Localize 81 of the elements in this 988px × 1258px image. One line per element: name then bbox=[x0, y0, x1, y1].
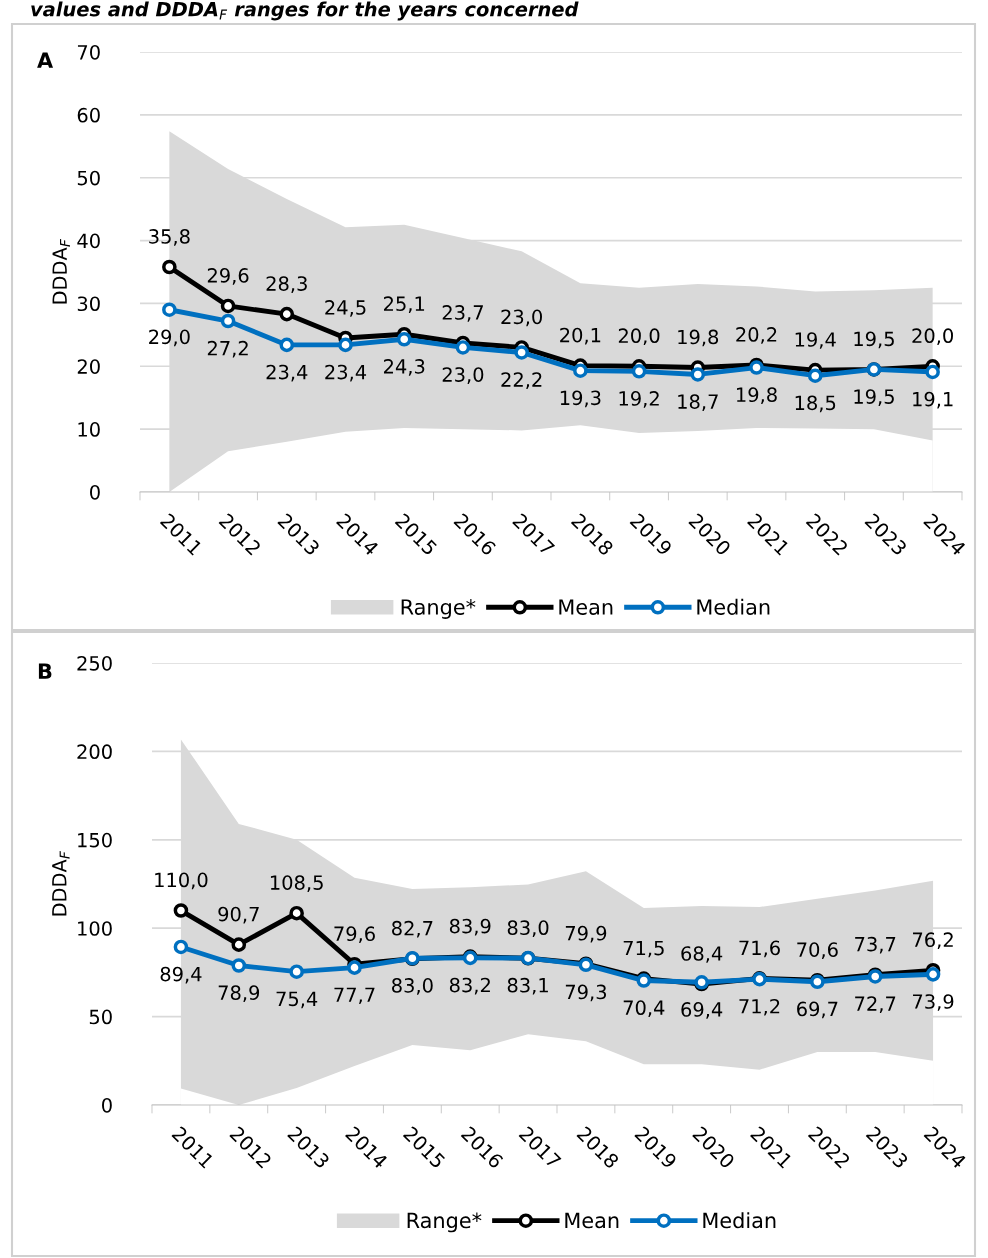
data-label: 70,6 bbox=[797, 942, 838, 959]
data-label: 19,2 bbox=[619, 391, 659, 408]
data-label: 79,3 bbox=[565, 984, 607, 1002]
y-tick-label: 10 bbox=[78, 422, 100, 437]
data-label: 18,7 bbox=[678, 394, 718, 411]
data-label: 77,7 bbox=[334, 987, 375, 1005]
y-tick-label: 20 bbox=[77, 359, 100, 374]
data-label: 29,6 bbox=[207, 268, 249, 285]
data-label: 19,5 bbox=[854, 331, 894, 349]
data-label: 23,0 bbox=[501, 309, 542, 327]
data-label: 19,8 bbox=[736, 387, 777, 405]
data-label: 20,0 bbox=[912, 328, 953, 346]
data-label: 20,2 bbox=[736, 327, 777, 344]
data-label: 71,5 bbox=[623, 940, 664, 958]
data-label: 19,5 bbox=[854, 389, 894, 406]
data-label: 90,7 bbox=[218, 906, 259, 924]
y-tick-label: 100 bbox=[78, 921, 112, 936]
y-tick-label: 200 bbox=[77, 744, 112, 760]
data-label: 19,4 bbox=[795, 332, 836, 349]
data-label: 68,4 bbox=[681, 946, 723, 963]
legend-label: Median bbox=[703, 1212, 776, 1229]
data-label: 19,1 bbox=[913, 391, 953, 409]
y-tick-label: 50 bbox=[77, 170, 100, 186]
data-label: 22,2 bbox=[501, 372, 542, 389]
chart-title: values and DDDA$_{F}$ ranges for the years concerned bbox=[31, 1, 579, 21]
data-label: 23,7 bbox=[442, 305, 483, 322]
text: B bbox=[38, 663, 52, 679]
data-label: 83,9 bbox=[449, 918, 491, 936]
data-label: 78,9 bbox=[218, 985, 260, 1002]
data-label: 83,1 bbox=[507, 977, 548, 995]
data-label: 35,8 bbox=[149, 229, 190, 246]
data-label: 79,9 bbox=[565, 925, 607, 943]
data-label: 72,7 bbox=[855, 996, 896, 1013]
data-label: 75,4 bbox=[276, 991, 318, 1009]
data-label: 24,3 bbox=[383, 359, 425, 376]
data-label: 29,0 bbox=[149, 329, 190, 347]
data-label: 73,9 bbox=[913, 994, 954, 1011]
y-axis-title: DDDA$_{F}$ bbox=[52, 239, 70, 304]
y-tick-label: 70 bbox=[77, 44, 100, 60]
data-label: 23,4 bbox=[266, 364, 308, 382]
y-tick-label: 250 bbox=[77, 655, 112, 671]
data-label: 108,5 bbox=[270, 875, 323, 892]
data-label: 28,3 bbox=[266, 276, 307, 293]
text: A bbox=[37, 52, 54, 68]
data-label: 76,2 bbox=[913, 932, 953, 950]
legend-label: Mean bbox=[559, 599, 613, 615]
data-label: 83,0 bbox=[507, 920, 549, 938]
legend-label: Range* bbox=[407, 1212, 482, 1233]
data-label: 73,7 bbox=[855, 936, 896, 954]
legend-label: Range* bbox=[401, 599, 476, 619]
data-label: 70,4 bbox=[623, 1000, 665, 1018]
y-tick-label: 0 bbox=[90, 484, 100, 500]
data-label: 24,5 bbox=[325, 300, 366, 317]
data-label: 27,2 bbox=[207, 340, 248, 358]
legend-label: Median bbox=[697, 598, 770, 615]
data-label: 83,2 bbox=[449, 977, 490, 995]
y-tick-label: 60 bbox=[77, 107, 100, 123]
data-label: 71,6 bbox=[739, 940, 780, 958]
y-tick-label: 40 bbox=[77, 233, 100, 249]
y-tick-label: 50 bbox=[89, 1009, 112, 1025]
data-label: 82,7 bbox=[392, 920, 433, 938]
data-label: 69,4 bbox=[681, 1002, 723, 1019]
y-tick-label: 30 bbox=[77, 296, 100, 312]
y-axis-title: DDDA$_{F}$ bbox=[52, 851, 70, 916]
data-label: 20,1 bbox=[560, 327, 601, 345]
data-label: 89,4 bbox=[160, 966, 202, 984]
data-label: 71,2 bbox=[739, 998, 780, 1016]
data-label: 69,7 bbox=[797, 1001, 838, 1019]
data-label: 23,0 bbox=[442, 367, 484, 384]
y-tick-label: 150 bbox=[78, 832, 112, 848]
data-label: 79,6 bbox=[334, 926, 375, 944]
data-label: 20,0 bbox=[618, 328, 660, 346]
data-label: 18,5 bbox=[795, 395, 836, 413]
data-label: 110,0 bbox=[155, 872, 208, 890]
y-tick-label: 0 bbox=[102, 1097, 112, 1113]
data-label: 25,1 bbox=[383, 296, 425, 313]
data-label: 19,3 bbox=[560, 390, 601, 408]
legend-label: Mean bbox=[565, 1212, 619, 1229]
data-label: 23,4 bbox=[325, 364, 367, 382]
data-label: 83,0 bbox=[392, 978, 433, 995]
data-label: 19,8 bbox=[678, 329, 719, 347]
